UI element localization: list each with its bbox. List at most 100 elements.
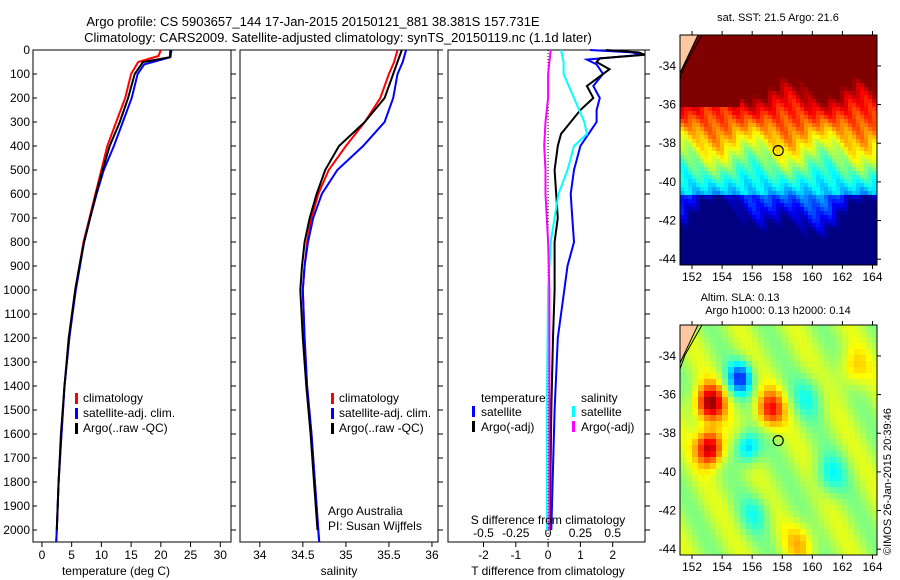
map-cell — [752, 159, 757, 164]
map-cell — [784, 211, 789, 216]
map-cell — [856, 155, 861, 160]
map-cell — [696, 43, 701, 48]
map-cell — [866, 487, 873, 494]
map-cell — [860, 39, 865, 44]
map-cell — [732, 83, 737, 88]
map-cell — [772, 167, 777, 172]
map-cell — [686, 547, 693, 554]
map-cell — [872, 95, 877, 100]
map-cell — [752, 523, 759, 530]
lat-tick-label: -38 — [659, 426, 677, 440]
map-cell — [804, 167, 809, 172]
map-cell — [800, 331, 807, 338]
map-cell — [868, 175, 873, 180]
map-cell — [836, 433, 843, 440]
map-cell — [840, 247, 845, 252]
map-cell — [692, 195, 697, 200]
map-cell — [748, 159, 753, 164]
map-cell — [710, 367, 717, 374]
map-cell — [710, 463, 717, 470]
map-cell — [684, 251, 689, 256]
map-cell — [812, 199, 817, 204]
map-cell — [704, 255, 709, 260]
map-cell — [816, 171, 821, 176]
map-cell — [808, 171, 813, 176]
map-cell — [828, 131, 833, 136]
map-cell — [796, 55, 801, 60]
map-cell — [776, 343, 783, 350]
map-cell — [794, 547, 801, 554]
map-cell — [692, 379, 699, 386]
map-cell — [772, 255, 777, 260]
map-cell — [740, 523, 747, 530]
map-cell — [684, 247, 689, 252]
map-cell — [724, 119, 729, 124]
map-cell — [820, 227, 825, 232]
map-cell — [864, 231, 869, 236]
map-cell — [740, 235, 745, 240]
map-cell — [840, 147, 845, 152]
map-cell — [794, 469, 801, 476]
map-cell — [872, 179, 877, 184]
map-cell — [828, 67, 833, 72]
map-cell — [796, 247, 801, 252]
map-cell — [772, 191, 777, 196]
map-cell — [772, 247, 777, 252]
map-cell — [784, 107, 789, 112]
map-cell — [792, 99, 797, 104]
map-cell — [844, 135, 849, 140]
map-cell — [842, 349, 849, 356]
map-cell — [860, 43, 865, 48]
map-cell — [680, 127, 685, 132]
map-cell — [768, 143, 773, 148]
map-cell — [868, 187, 873, 192]
map-cell — [854, 469, 861, 476]
map-cell — [704, 355, 711, 362]
map-cell — [806, 391, 813, 398]
map-cell — [686, 421, 693, 428]
map-cell — [832, 95, 837, 100]
map-cell — [868, 227, 873, 232]
map-cell — [788, 71, 793, 76]
map-cell — [828, 63, 833, 68]
map-cell — [772, 99, 777, 104]
map-cell — [844, 47, 849, 52]
map-cell — [872, 463, 877, 470]
map-cell — [716, 75, 721, 80]
map-cell — [782, 379, 789, 386]
map-cell — [804, 151, 809, 156]
map-cell — [760, 43, 765, 48]
map-cell — [692, 349, 699, 356]
map-cell — [812, 373, 819, 380]
map-cell — [746, 325, 753, 332]
map-cell — [848, 547, 855, 554]
map-cell — [724, 67, 729, 72]
map-cell — [680, 409, 687, 416]
map-cell — [800, 211, 805, 216]
map-cell — [720, 203, 725, 208]
map-cell — [684, 135, 689, 140]
map-cell — [776, 87, 781, 92]
lon-tick-label: 164 — [862, 560, 882, 574]
map-cell — [840, 183, 845, 188]
map-cell — [842, 511, 849, 518]
map-cell — [788, 529, 795, 536]
map-cell — [686, 517, 693, 524]
map-cell — [796, 199, 801, 204]
map-cell — [772, 147, 777, 152]
map-cell — [866, 331, 873, 338]
map-cell — [728, 535, 735, 542]
map-cell — [824, 179, 829, 184]
map-cell — [820, 219, 825, 224]
map-cell — [704, 155, 709, 160]
map-cell — [808, 115, 813, 120]
map-cell — [782, 439, 789, 446]
map-cell — [812, 79, 817, 84]
map-cell — [720, 255, 725, 260]
map-cell — [716, 55, 721, 60]
map-cell — [818, 541, 825, 548]
map-cell — [788, 79, 793, 84]
map-cell — [818, 487, 825, 494]
map-cell — [792, 219, 797, 224]
map-cell — [792, 259, 797, 264]
